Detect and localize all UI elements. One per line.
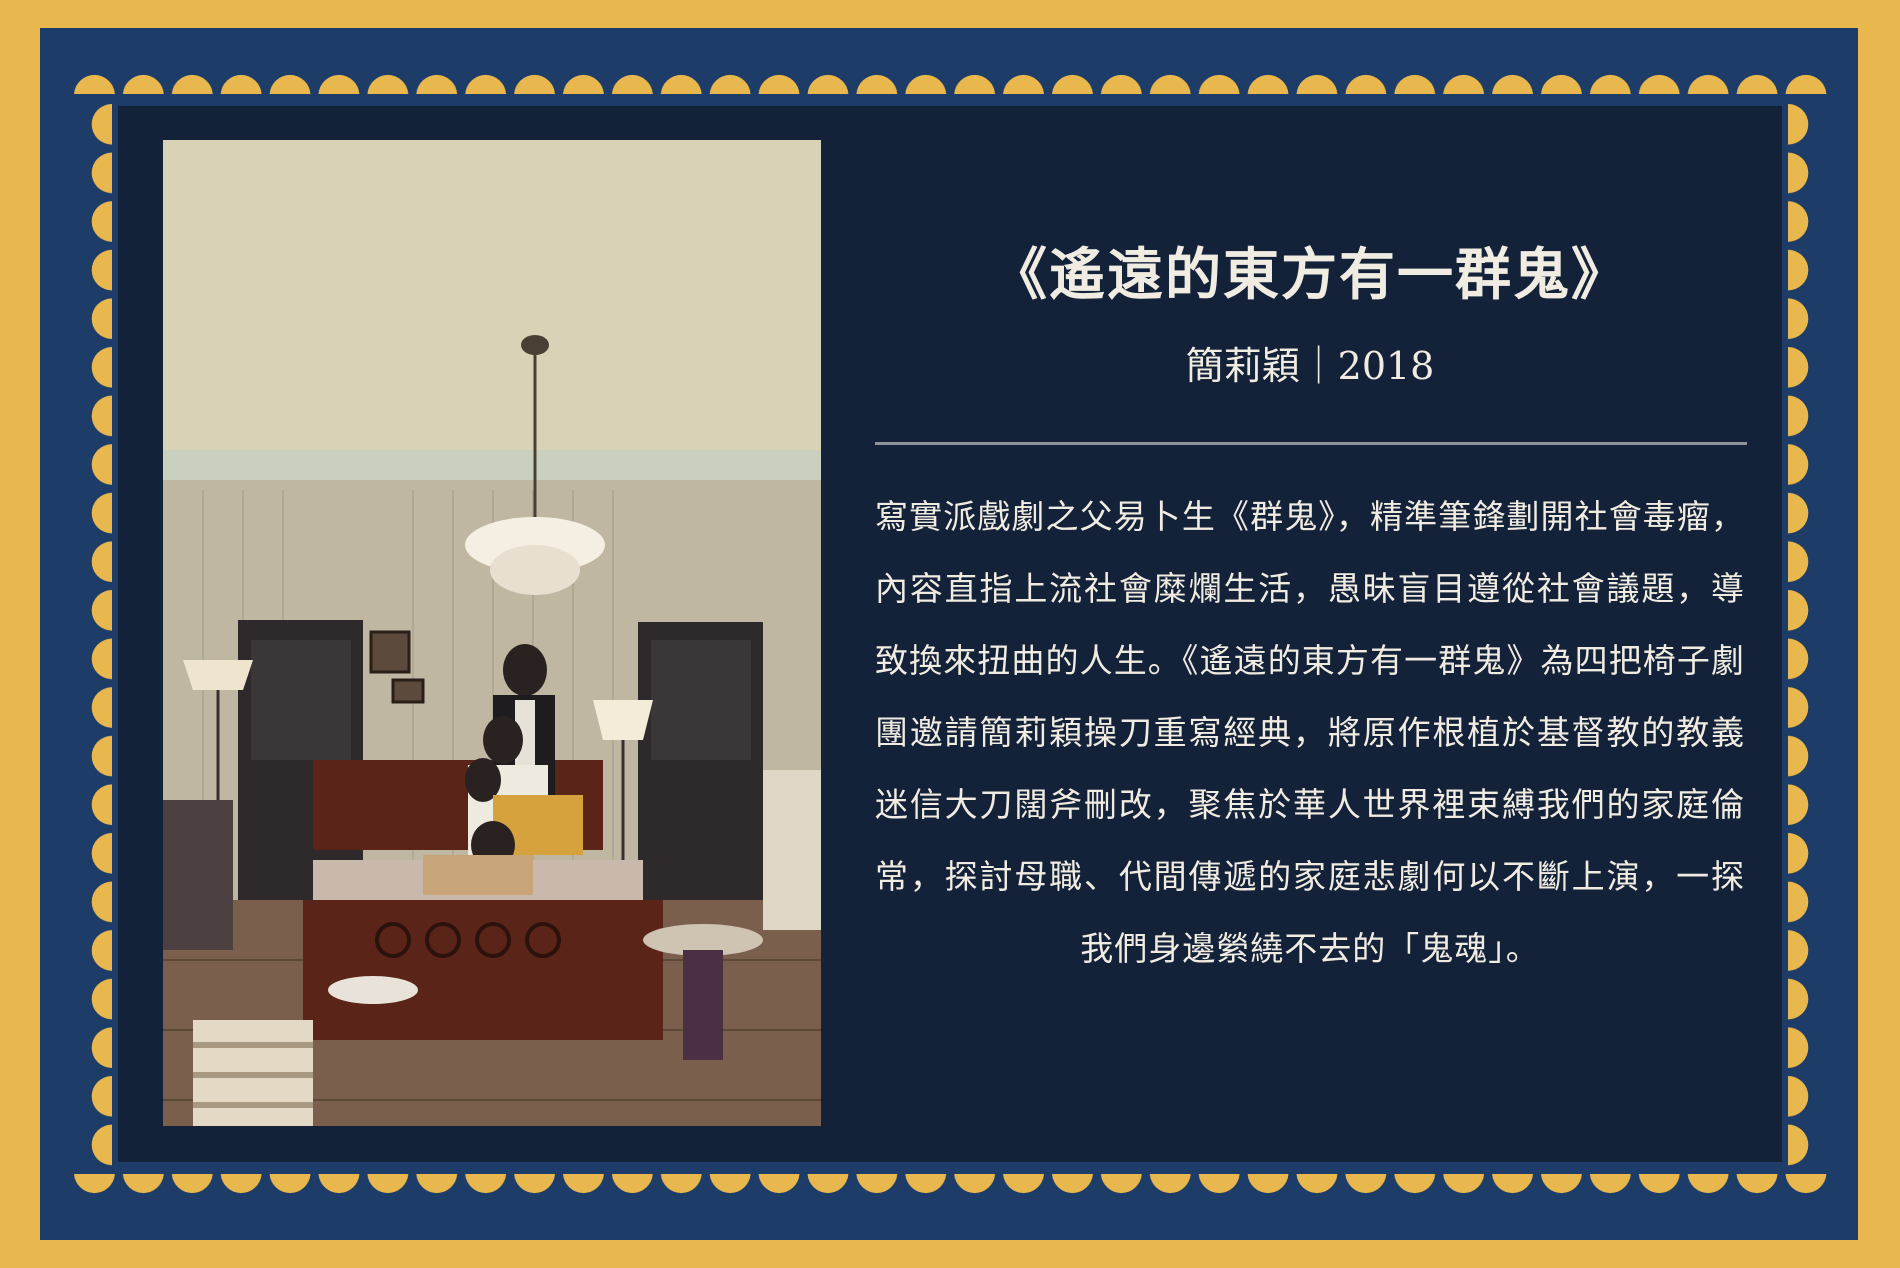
scallop-border-top bbox=[70, 52, 1830, 94]
divider bbox=[875, 442, 1747, 445]
scallop-border-left bbox=[70, 100, 112, 1170]
scallop-border-right bbox=[1788, 100, 1830, 1170]
play-description: 寫實派戲劇之父易卜生《群鬼》，精準筆鋒劃開社會毒瘤，內容直指上流社會糜爛生活，愚… bbox=[875, 497, 1745, 968]
text-column: 《遙遠的東方有一群鬼》 簡莉穎｜2018 寫實派戲劇之父易卜生《群鬼》，精準筆鋒… bbox=[875, 230, 1747, 985]
production-photo bbox=[163, 140, 821, 1126]
bedroom-scene-image bbox=[163, 140, 821, 1126]
play-title: 《遙遠的東方有一群鬼》 bbox=[991, 242, 1629, 308]
playwright-year: 簡莉穎｜2018 bbox=[1185, 344, 1435, 388]
scallop-border-bottom bbox=[70, 1174, 1830, 1216]
